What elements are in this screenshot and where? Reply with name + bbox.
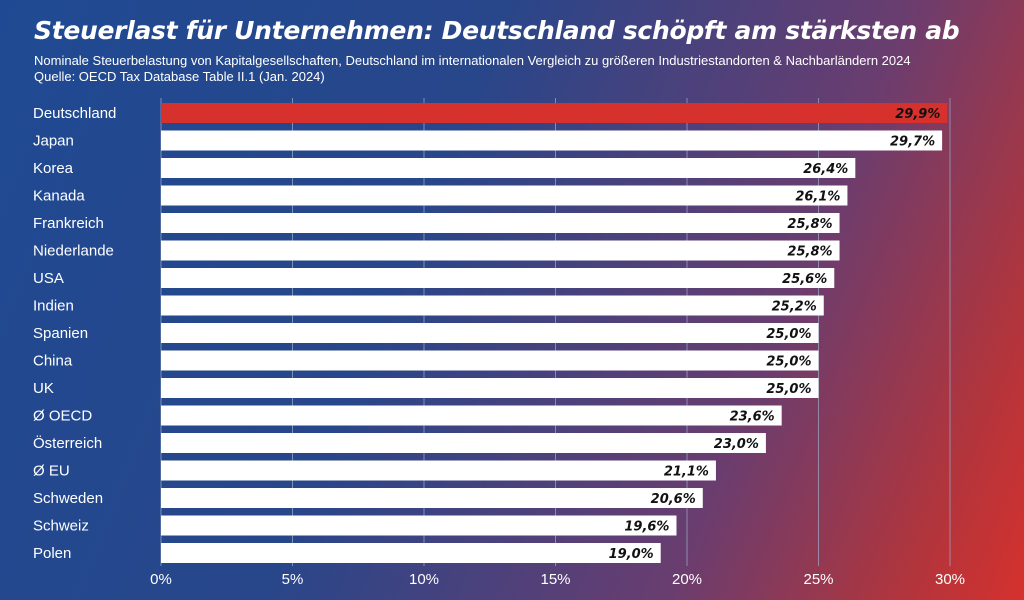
bar [161,488,703,508]
bar [161,103,948,123]
bar [161,185,848,206]
bar [161,158,856,178]
bar [161,350,819,371]
category-label: Polen [33,545,71,562]
category-label: Kanada [33,188,85,205]
value-label: 19,6% [624,520,669,535]
category-label: Schweden [33,490,103,507]
category-label: Österreich [33,434,102,452]
category-label: UK [33,380,54,397]
category-label: Deutschland [33,105,116,122]
bar [161,213,840,233]
x-tick-label: 30% [935,571,965,588]
value-label: 23,6% [730,410,775,425]
bar [161,323,819,343]
bar [161,130,943,151]
category-label: Korea [33,160,74,177]
x-tick-label: 10% [409,571,439,588]
category-label: Frankreich [33,215,104,232]
x-tick-label: 15% [540,571,570,588]
x-tick-label: 20% [672,571,702,588]
category-label: Ø OECD [33,408,92,425]
value-label: 29,9% [895,107,940,122]
category-label: USA [33,270,64,287]
value-label: 25,0% [766,382,811,397]
bar [161,268,835,288]
bar [161,433,766,453]
chart-subtitle: Nominale Steuerbelastung von Kapitalgese… [34,53,911,68]
category-label: Niederlande [33,243,114,260]
category-label: Japan [33,133,74,150]
value-label: 25,2% [772,300,817,315]
value-label: 29,7% [890,135,935,150]
value-label: 25,8% [787,217,832,232]
x-tick-label: 0% [150,571,172,588]
value-label: 25,0% [766,327,811,342]
bar [161,240,840,261]
bar [161,295,824,316]
chart-title: Steuerlast für Unternehmen: Deutschland … [34,16,960,45]
category-label: Spanien [33,325,88,342]
bar [161,405,782,426]
bar [161,543,661,563]
value-label: 23,0% [714,437,759,452]
chart-header: Steuerlast für Unternehmen: Deutschland … [34,14,1004,85]
value-label: 25,0% [766,355,811,370]
bar [161,378,819,398]
category-label: Indien [33,298,74,315]
category-label: China [33,353,73,370]
category-label: Schweiz [33,518,89,535]
chart-source: Quelle: OECD Tax Database Table II.1 (Ja… [34,69,325,84]
value-label: 25,6% [782,272,827,287]
value-label: 25,8% [787,245,832,260]
value-label: 21,1% [664,465,709,480]
x-tick-label: 5% [282,571,304,588]
bar [161,515,677,536]
bar [161,460,716,481]
value-label: 19,0% [609,547,654,562]
value-label: 20,6% [651,492,696,507]
value-label: 26,1% [795,190,840,205]
x-tick-label: 25% [803,571,833,588]
value-label: 26,4% [803,162,848,177]
category-label: Ø EU [33,463,70,480]
